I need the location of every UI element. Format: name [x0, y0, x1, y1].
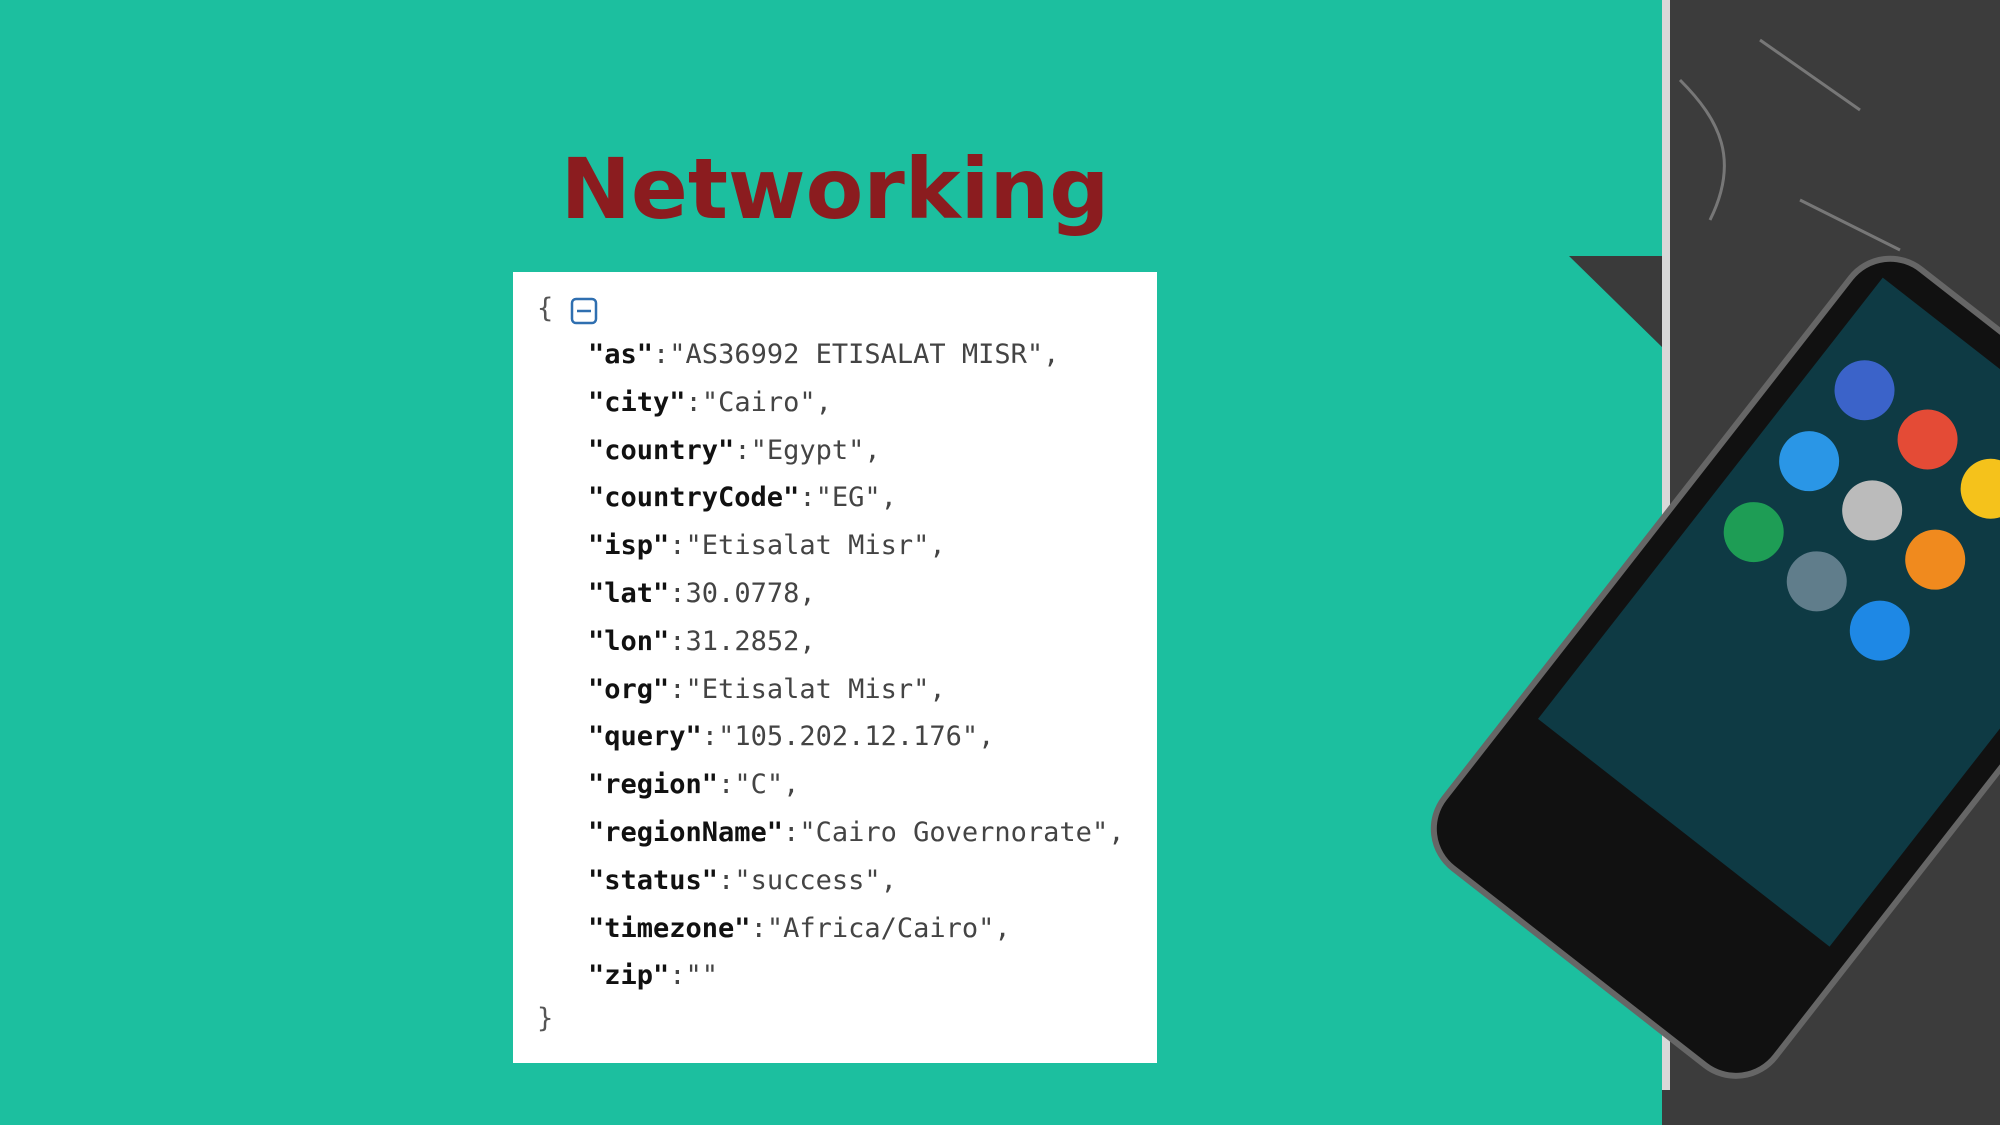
colon: :: [669, 673, 686, 705]
json-key: "regionName": [588, 817, 784, 848]
json-entry: "timezone":"Africa/Cairo",: [588, 909, 1011, 949]
json-key: "lat": [588, 578, 670, 609]
json-value: "": [685, 960, 719, 992]
colon: :: [701, 721, 719, 753]
json-key: "city": [588, 386, 686, 418]
json-value: "Cairo": [701, 386, 816, 418]
json-entry: "zip":"": [588, 956, 718, 996]
colon: :: [653, 339, 670, 370]
json-value: 30.0778: [685, 578, 800, 609]
json-entry: "isp":"Etisalat Misr",: [588, 526, 946, 566]
comma: ,: [783, 769, 800, 801]
open-brace: {: [537, 293, 554, 324]
notch: [1569, 256, 1665, 350]
json-entry: "lon":31.2852,: [588, 622, 816, 662]
json-entry: "countryCode":"EG",: [588, 478, 897, 518]
json-key: "region": [588, 769, 719, 801]
phone: [1430, 255, 2000, 1079]
comma: ,: [880, 482, 897, 514]
json-key: "status": [588, 864, 719, 896]
comma: ,: [929, 673, 946, 705]
colon: :: [750, 912, 767, 944]
json-entry: "city":"Cairo",: [588, 383, 832, 423]
colon: :: [669, 625, 686, 657]
json-value: "EG": [815, 482, 881, 514]
comma: ,: [880, 864, 897, 896]
comma: ,: [799, 578, 816, 609]
colon: :: [669, 578, 686, 609]
json-entry: "region":"C",: [588, 765, 799, 805]
comma: ,: [1108, 817, 1125, 848]
colon: :: [783, 817, 800, 848]
json-entry: "query":"105.202.12.176",: [588, 717, 994, 757]
json-value: "Egypt": [750, 434, 865, 466]
comma: ,: [1043, 339, 1060, 370]
colon: :: [669, 960, 686, 992]
comma: ,: [929, 530, 946, 562]
json-entry: "status":"success",: [588, 861, 897, 901]
json-value: 31.2852: [685, 625, 800, 657]
json-value: "Etisalat Misr": [685, 673, 930, 705]
colon: :: [685, 386, 702, 418]
json-value: "Cairo Governorate": [799, 817, 1109, 848]
json-entry: "org":"Etisalat Misr",: [588, 670, 946, 710]
collapse-icon[interactable]: [570, 297, 598, 325]
json-value: "AS36992 ETISALAT MISR": [669, 339, 1044, 370]
comma: ,: [799, 625, 816, 657]
json-key: "isp": [588, 530, 670, 562]
json-value: "success": [734, 864, 881, 896]
json-value: "105.202.12.176": [718, 721, 979, 753]
json-key: "countryCode": [588, 482, 800, 514]
json-entry: "as":"AS36992 ETISALAT MISR",: [588, 335, 1059, 375]
comma: ,: [978, 721, 995, 753]
comma: ,: [864, 434, 881, 466]
json-key: "org": [588, 673, 670, 705]
json-entry: "regionName":"Cairo Governorate",: [588, 813, 1124, 853]
json-entry: "lat":30.0778,: [588, 574, 816, 614]
json-entry: "country":"Egypt",: [588, 431, 881, 471]
colon: :: [669, 530, 686, 562]
colon: :: [718, 769, 735, 801]
close-brace: }: [537, 1003, 554, 1035]
json-viewer: { } "as":"AS36992 ETISALAT MISR", "city":…: [513, 272, 1157, 1063]
json-value: "C": [734, 769, 784, 801]
colon: :: [734, 434, 751, 466]
json-key: "country": [588, 434, 735, 466]
json-value: "Africa/Cairo": [766, 912, 995, 944]
map-lines: [1678, 38, 1901, 252]
json-key: "as": [588, 339, 654, 370]
comma: ,: [994, 912, 1011, 944]
comma: ,: [815, 386, 832, 418]
colon: :: [799, 482, 816, 514]
json-key: "lon": [588, 625, 670, 657]
json-key: "zip": [588, 960, 670, 992]
slide-title: Networking: [560, 140, 1110, 238]
colon: :: [718, 864, 735, 896]
json-key: "query": [588, 721, 702, 753]
json-value: "Etisalat Misr": [685, 530, 930, 562]
json-key: "timezone": [588, 912, 751, 944]
